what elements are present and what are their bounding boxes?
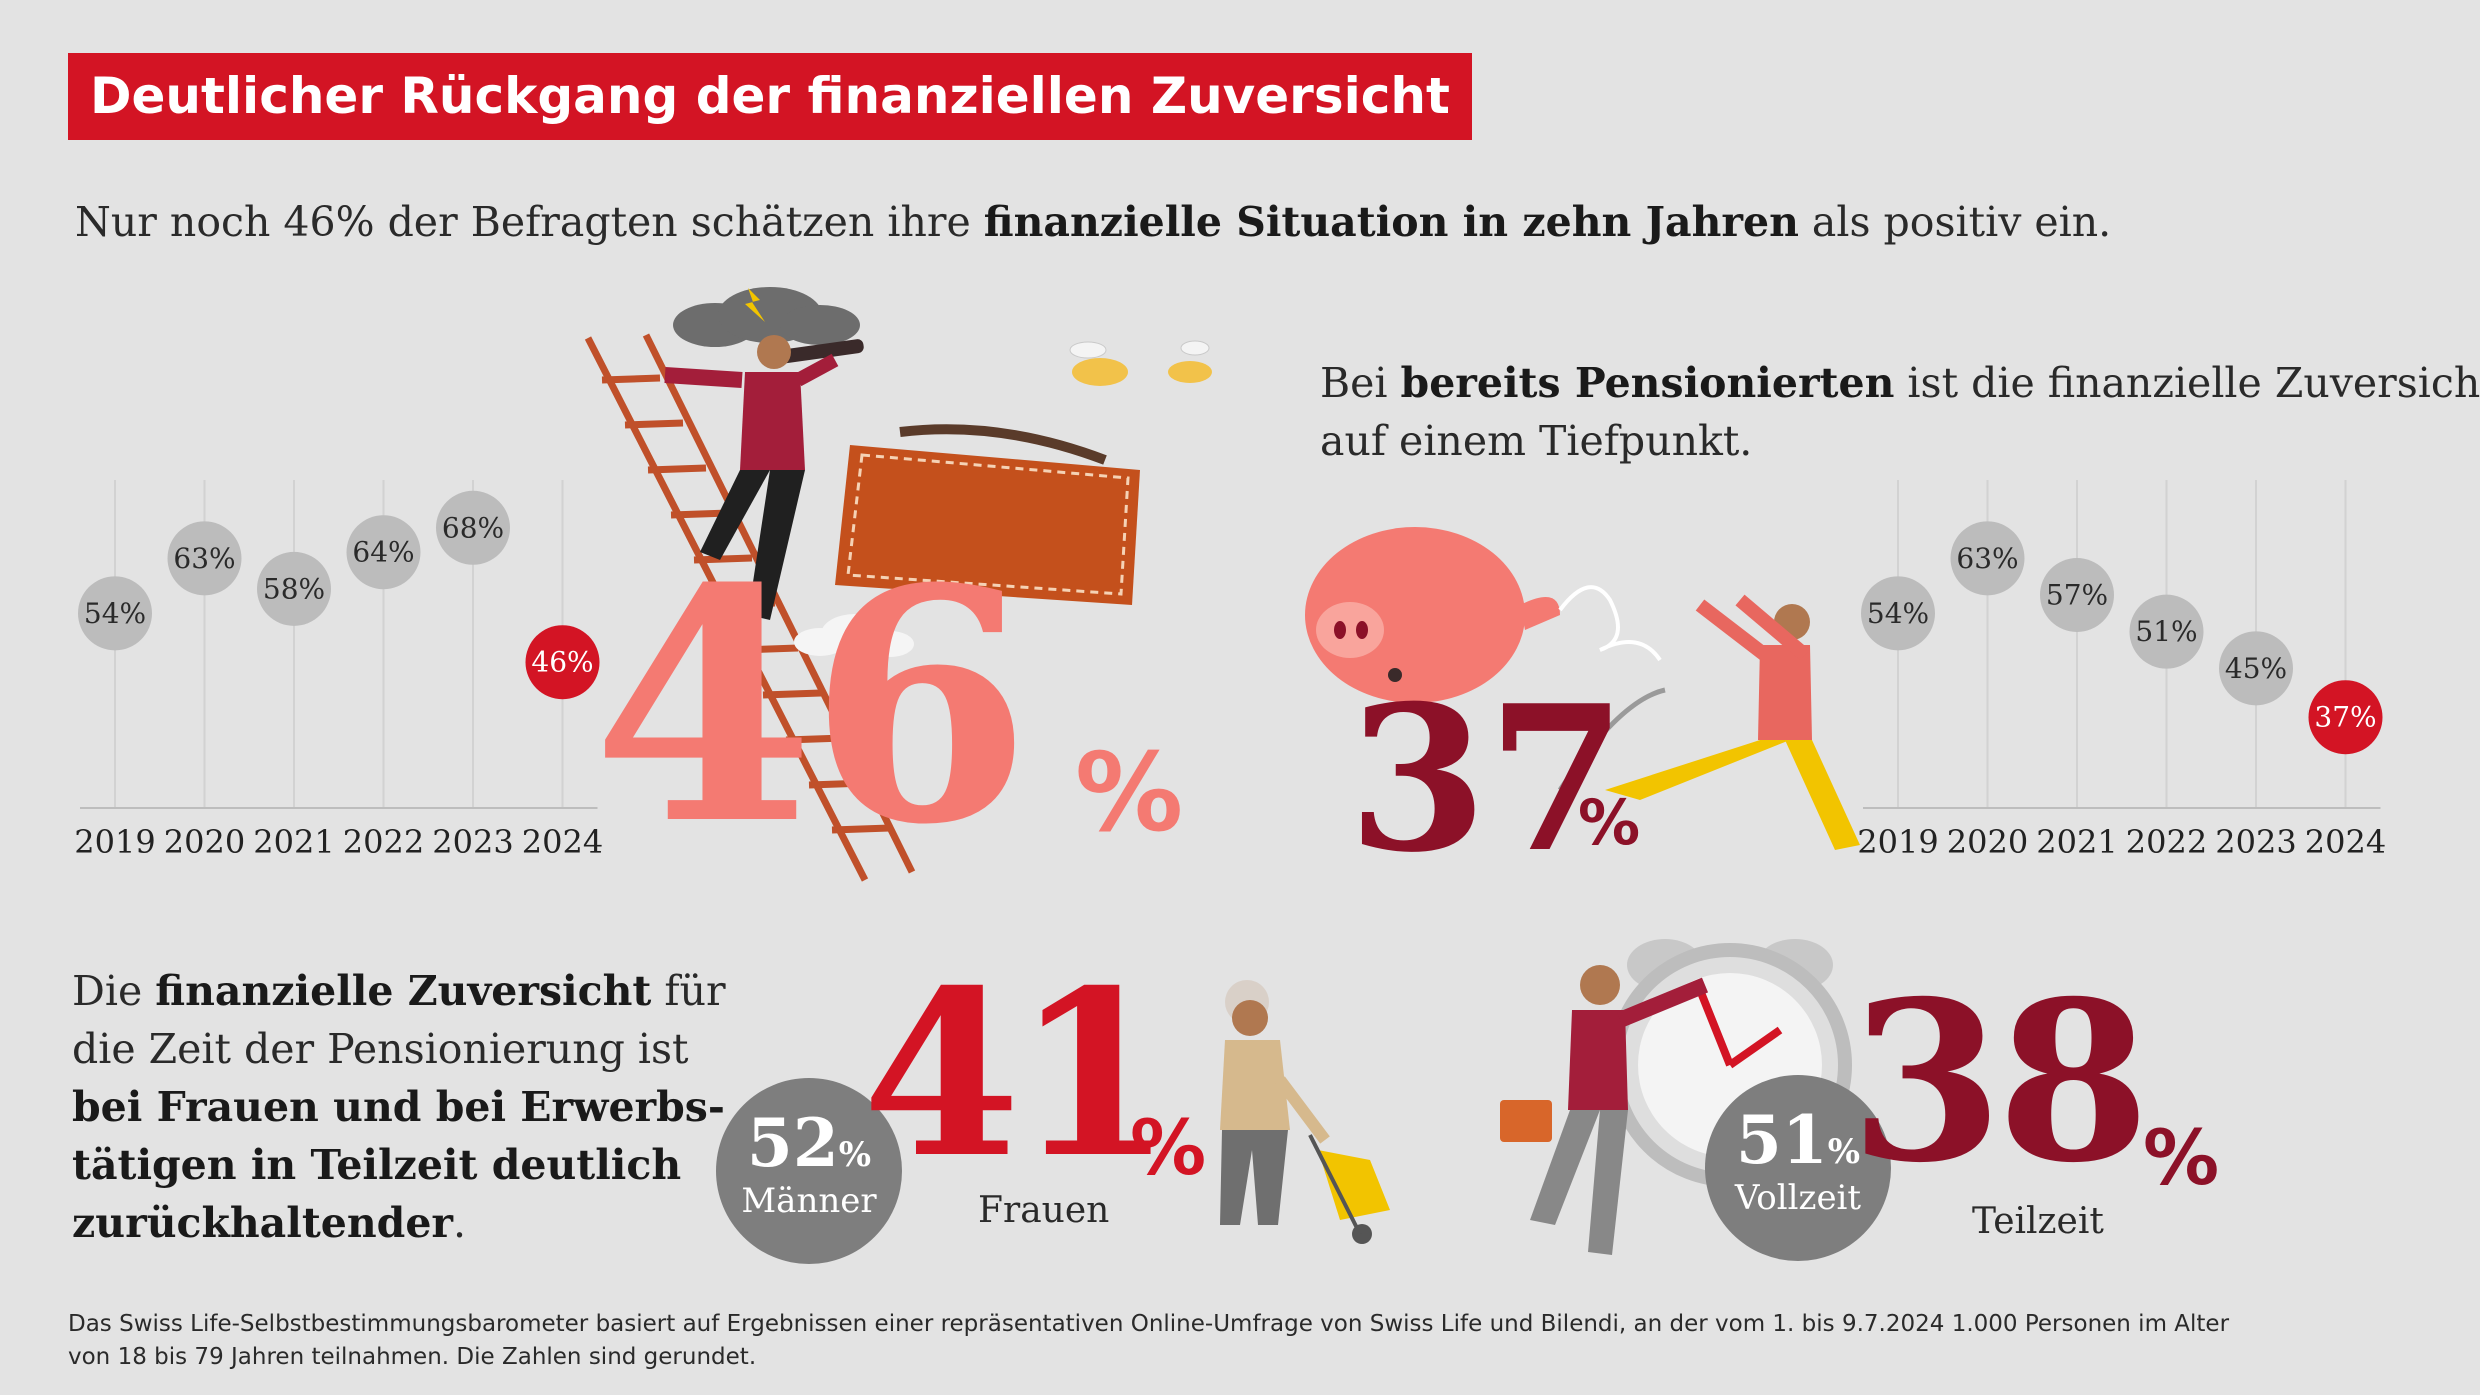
data-point: [78, 576, 152, 651]
pensioners-big-percent: %: [1578, 786, 1641, 859]
men-stat-value: 52: [746, 1104, 839, 1182]
data-label: 51%: [2135, 615, 2197, 648]
data-label: 57%: [2046, 579, 2108, 612]
overall-big-value: 46: [592, 520, 1031, 895]
lead-text-bold: finanzielle Situation in zehn Jahren: [983, 198, 1799, 246]
footnote-line2: von 18 bis 79 Jahren teilnahmen. Die Zah…: [68, 1344, 757, 1370]
lead-text-end: als positiv ein.: [1798, 198, 2112, 246]
piggy-bank-icon: [1305, 527, 1662, 703]
small-cloud-icon: [794, 614, 914, 657]
women-stat-percent: %: [1130, 1103, 1207, 1192]
man-with-briefcase-icon: [1500, 965, 1709, 1255]
fulltime-stat-circle: 51% Vollzeit: [1705, 1075, 1891, 1261]
x-tick-label: 2022: [343, 823, 424, 861]
old-woman-icon: [1220, 980, 1390, 1244]
women-stat-label: Frauen: [978, 1190, 1110, 1231]
retirement-text-line2: die Zeit der Pensionierung ist: [72, 1025, 689, 1073]
overall-big-percent: %: [1075, 731, 1184, 856]
men-stat-value-wrap: 52%: [716, 1078, 902, 1176]
retirement-text-cont: für: [651, 967, 726, 1015]
fulltime-stat-percent: %: [1827, 1132, 1861, 1172]
data-point: [436, 490, 510, 565]
retirement-text-start: Die: [72, 967, 156, 1015]
retirement-text-line4-bold: tätigen in Teilzeit deutlich: [72, 1141, 682, 1189]
women-stat-value: 41: [862, 940, 1173, 1208]
data-point: [1950, 521, 2025, 596]
data-label: 46%: [531, 646, 593, 679]
data-point: [257, 551, 331, 626]
retirement-text-line5-bold: zurückhaltender: [72, 1199, 454, 1247]
data-label: 45%: [2225, 652, 2287, 685]
fulltime-stat-value: 51: [1735, 1101, 1828, 1179]
flying-coins-icon: [1069, 340, 1212, 386]
data-label: 68%: [442, 511, 504, 544]
footnote: Das Swiss Life-Selbstbestimmungsbaromete…: [68, 1308, 2368, 1374]
retirement-text-line5: zurückhaltender.: [72, 1194, 726, 1252]
data-point: [2040, 558, 2114, 632]
data-label: 63%: [1956, 542, 2018, 575]
lead-text: Nur noch 46% der Befragten schätzen ihre…: [75, 198, 2111, 246]
x-tick-label: 2021: [253, 823, 334, 861]
x-tick-label: 2021: [2036, 823, 2117, 861]
x-tick-label: 2019: [1857, 823, 1938, 861]
storm-cloud-icon: [673, 287, 860, 347]
data-point: [1861, 576, 1935, 651]
footnote-line1: Das Swiss Life-Selbstbestimmungsbaromete…: [68, 1311, 2230, 1337]
pensioners-text-bold: bereits Pensionierten: [1400, 359, 1895, 407]
fulltime-stat-label: Vollzeit: [1734, 1178, 1862, 1218]
x-tick-label: 2023: [2215, 823, 2296, 861]
parttime-stat-percent: %: [2143, 1113, 2220, 1202]
data-point: [346, 515, 421, 590]
wallet-icon: [835, 424, 1140, 605]
running-old-man-icon: [1557, 594, 1860, 850]
x-tick-label: 2023: [432, 823, 513, 861]
man-with-telescope-icon: [664, 335, 864, 620]
men-stat-circle: 52% Männer: [716, 1078, 902, 1264]
retirement-text-line1: Die finanzielle Zuversicht für: [72, 962, 726, 1020]
data-label: 63%: [173, 542, 235, 575]
ladder-icon: [584, 333, 916, 882]
retirement-text-line3-bold: bei Frauen und bei Erwerbs-: [72, 1083, 725, 1131]
data-point: [525, 625, 600, 700]
data-label: 58%: [263, 572, 325, 605]
x-tick-label: 2020: [164, 823, 245, 861]
retirement-text-bold: finanzielle Zuversicht: [155, 967, 652, 1015]
data-point: [2129, 594, 2204, 669]
pensioners-text-start: Bei: [1320, 359, 1401, 407]
data-label: 54%: [1867, 597, 1929, 630]
data-label: 54%: [84, 597, 146, 630]
retirement-text: Die finanzielle Zuversicht für die Zeit …: [72, 962, 726, 1252]
x-tick-label: 2024: [522, 823, 603, 861]
pensioners-text-end: ist die finanzielle Zuversicht: [1894, 359, 2480, 407]
x-tick-label: 2019: [74, 823, 155, 861]
men-stat-label: Männer: [741, 1181, 877, 1221]
data-point: [2219, 631, 2293, 706]
x-tick-label: 2024: [2305, 823, 2386, 861]
lead-text-start: Nur noch 46% der Befragten schätzen ihre: [75, 198, 984, 246]
pensioners-text: Bei bereits Pensionierten ist die finanz…: [1320, 354, 2480, 470]
x-tick-label: 2020: [1947, 823, 2028, 861]
data-label: 64%: [352, 536, 414, 569]
retirement-text-period: .: [453, 1199, 467, 1247]
data-label: 37%: [2314, 701, 2376, 734]
men-stat-percent: %: [838, 1135, 872, 1175]
retirement-text-line4: tätigen in Teilzeit deutlich: [72, 1136, 726, 1194]
pensioners-text-line2: auf einem Tiefpunkt.: [1320, 417, 1753, 465]
page-title: Deutlicher Rückgang der finanziellen Zuv…: [68, 53, 1472, 140]
fulltime-stat-value-wrap: 51%: [1705, 1075, 1891, 1173]
pensioners-big-value: 37: [1348, 662, 1627, 897]
data-point: [167, 521, 242, 596]
retirement-text-line3: bei Frauen und bei Erwerbs-: [72, 1078, 726, 1136]
parttime-stat-label: Teilzeit: [1972, 1201, 2104, 1242]
data-point: [2308, 680, 2383, 755]
parttime-stat-value: 38: [1850, 952, 2150, 1211]
pensioners-text-line1: Bei bereits Pensionierten ist die finanz…: [1320, 354, 2480, 412]
x-tick-label: 2022: [2126, 823, 2207, 861]
